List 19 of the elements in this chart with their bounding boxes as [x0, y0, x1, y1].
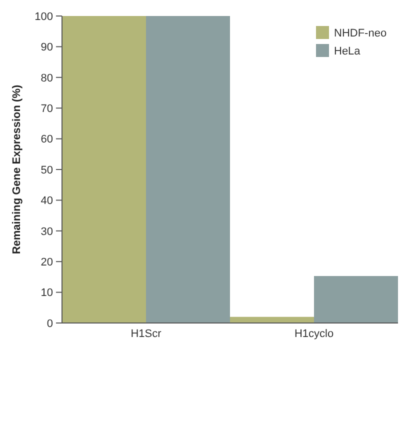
bar: [146, 16, 230, 323]
x-tick-label: H1Scr: [130, 328, 162, 340]
legend-label: NHDF-neo: [334, 27, 387, 40]
y-axis-title: Remaining Gene Expression (%): [11, 84, 23, 254]
y-tick-label: 80: [40, 72, 53, 84]
y-tick-label: 90: [40, 42, 53, 54]
y-tick-label: 50: [40, 164, 53, 176]
x-tick-label: H1cyclo: [294, 328, 334, 340]
y-tick-label: 100: [34, 10, 53, 23]
y-tick-label: 30: [40, 226, 53, 238]
y-tick-label: 70: [40, 102, 53, 115]
bar: [314, 276, 398, 323]
y-tick-label: 20: [40, 256, 53, 268]
y-tick-label: 40: [40, 195, 53, 208]
y-tick-label: 10: [40, 287, 53, 300]
bar: [230, 316, 314, 323]
y-tick-label: 0: [46, 318, 53, 330]
legend-label: HeLa: [334, 45, 362, 58]
y-tick-label: 60: [40, 134, 53, 146]
